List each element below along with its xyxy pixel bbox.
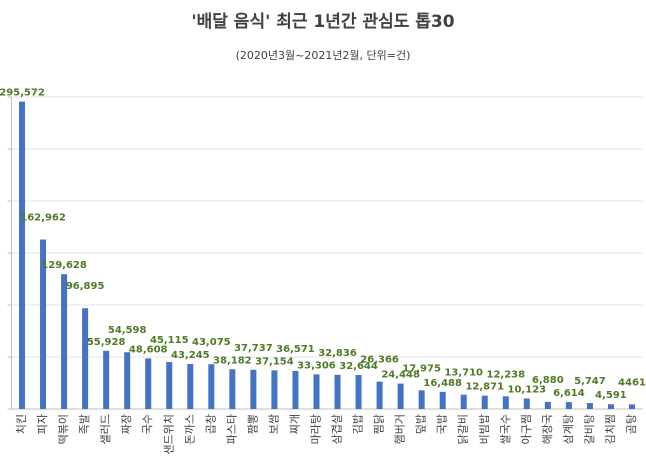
bar bbox=[397, 383, 404, 409]
value-label: 17,975 bbox=[402, 363, 441, 374]
value-label: 6,614 bbox=[553, 388, 585, 399]
bar bbox=[208, 364, 215, 409]
x-tick-label: 국밥 bbox=[436, 414, 449, 434]
value-label: 162,962 bbox=[20, 213, 66, 224]
value-label: 32,644 bbox=[339, 361, 378, 372]
x-tick-label: 짬뽕 bbox=[246, 414, 259, 434]
bar bbox=[250, 369, 257, 409]
bar bbox=[271, 370, 278, 409]
x-tick-label: 국수 bbox=[141, 414, 154, 434]
bar bbox=[355, 375, 362, 409]
value-label: 55,928 bbox=[87, 337, 126, 348]
bar bbox=[19, 101, 26, 410]
x-tick-label: 김밥 bbox=[352, 414, 365, 434]
x-tick-label: 삼겹살 bbox=[331, 414, 344, 444]
bar bbox=[565, 402, 572, 409]
x-tick-label: 보쌈 bbox=[267, 414, 280, 434]
bar bbox=[439, 391, 446, 409]
value-label: 48,608 bbox=[129, 344, 168, 355]
value-label: 37,154 bbox=[255, 356, 294, 367]
x-tick-label: 피자 bbox=[36, 414, 49, 434]
bar bbox=[313, 374, 320, 409]
bar bbox=[544, 401, 551, 409]
bar bbox=[418, 390, 425, 409]
value-label: 36,571 bbox=[276, 344, 315, 355]
x-tick-label: 찌개 bbox=[288, 414, 301, 434]
x-tick-label: 돈까스 bbox=[183, 414, 196, 444]
bar bbox=[61, 274, 68, 409]
x-tick-label: 떡볶이 bbox=[57, 414, 70, 444]
value-label: 10,123 bbox=[508, 384, 547, 395]
bar bbox=[376, 381, 383, 409]
x-tick-label: 쌀국수 bbox=[499, 414, 512, 444]
x-tick-label: 치킨 bbox=[15, 414, 28, 434]
bar bbox=[145, 358, 152, 409]
value-label: 33,306 bbox=[297, 360, 336, 371]
x-tick-label: 족발 bbox=[78, 414, 91, 434]
value-label: 54,598 bbox=[108, 325, 147, 336]
x-tick-label: 갈비탕 bbox=[582, 414, 596, 444]
x-tick-label: 삼계탕 bbox=[562, 414, 575, 444]
value-label: 32,836 bbox=[318, 348, 357, 359]
value-label: 16,488 bbox=[423, 378, 462, 389]
bar bbox=[187, 364, 194, 409]
bar bbox=[460, 394, 467, 409]
value-label: 13,710 bbox=[444, 368, 483, 379]
x-tick-label: 닭갈비 bbox=[456, 414, 470, 444]
bar bbox=[334, 374, 341, 409]
bar bbox=[523, 398, 530, 409]
bar bbox=[40, 239, 47, 409]
chart-subtitle: (2020년3월~2021년2월, 단위=건) bbox=[236, 49, 411, 62]
bar bbox=[124, 352, 131, 409]
chart-title: '배달 음식' 최근 1년간 관심도 톱30 bbox=[191, 11, 454, 32]
x-tick-label: 김치찜 bbox=[604, 414, 617, 444]
bar bbox=[628, 404, 635, 409]
x-tick-label: 샌드위치 bbox=[162, 414, 175, 454]
bar bbox=[229, 369, 236, 409]
x-tick-label: 곰탕 bbox=[625, 414, 638, 434]
value-label: 24,448 bbox=[381, 370, 420, 381]
bar bbox=[103, 350, 110, 409]
bar bbox=[82, 308, 89, 409]
x-tick-label: 찜닭 bbox=[373, 414, 386, 434]
value-label: 295,572 bbox=[0, 88, 45, 99]
bar bbox=[586, 403, 593, 409]
bar bbox=[292, 370, 299, 409]
value-label: 129,628 bbox=[41, 260, 87, 271]
x-tick-label: 햄버거 bbox=[394, 414, 407, 444]
x-tick-label: 비빔밥 bbox=[478, 414, 491, 444]
x-tick-label: 짜장 bbox=[120, 414, 133, 434]
value-label: 6,880 bbox=[532, 375, 564, 386]
value-label: 45,115 bbox=[150, 335, 189, 346]
value-label: 38,182 bbox=[213, 355, 252, 366]
value-label: 4,591 bbox=[595, 390, 627, 401]
x-tick-label: 해장국 bbox=[540, 414, 554, 444]
x-tick-label: 곱창 bbox=[204, 414, 217, 434]
bar bbox=[166, 362, 173, 409]
bar bbox=[607, 404, 614, 409]
bar bbox=[502, 396, 509, 409]
bar bbox=[481, 395, 488, 409]
x-tick-label: 파스타 bbox=[225, 414, 238, 444]
value-label: 43,245 bbox=[171, 350, 210, 361]
x-tick-label: 샐러드 bbox=[99, 414, 112, 444]
value-label: 37,737 bbox=[234, 343, 273, 354]
value-label: 12,871 bbox=[465, 382, 504, 393]
value-label: 5,747 bbox=[574, 376, 606, 387]
x-tick-label: 아구찜 bbox=[520, 414, 533, 444]
x-tick-label: 덮밥 bbox=[415, 414, 428, 434]
value-label: 43,075 bbox=[192, 337, 231, 348]
value-label: 12,238 bbox=[486, 369, 525, 380]
value-label: 96,895 bbox=[66, 281, 105, 292]
x-tick-label: 마라탕 bbox=[309, 414, 322, 444]
value-label: 26,366 bbox=[360, 355, 399, 366]
value-label: 4461 bbox=[618, 377, 646, 388]
